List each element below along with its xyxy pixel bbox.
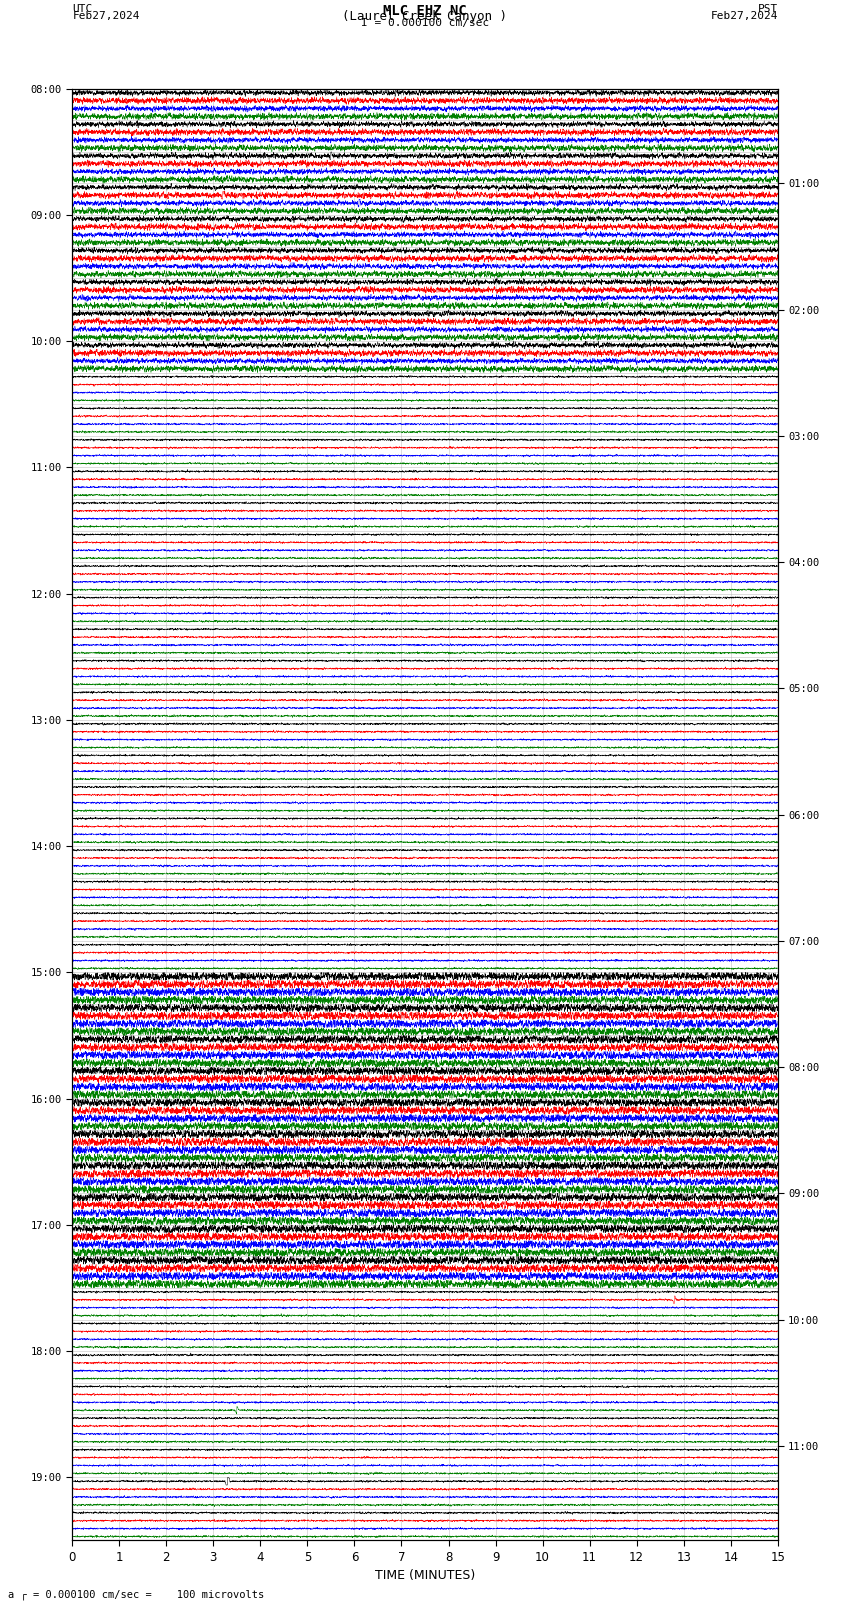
Text: (Laurel Creek Canyon ): (Laurel Creek Canyon ): [343, 11, 507, 24]
Text: MLC EHZ NC: MLC EHZ NC: [383, 5, 467, 18]
Text: a ┌ = 0.000100 cm/sec =    100 microvolts: a ┌ = 0.000100 cm/sec = 100 microvolts: [8, 1589, 264, 1600]
Text: Feb27,2024: Feb27,2024: [72, 11, 139, 21]
Text: I = 0.000100 cm/sec: I = 0.000100 cm/sec: [361, 18, 489, 27]
Text: PST: PST: [757, 5, 778, 15]
Text: Feb27,2024: Feb27,2024: [711, 11, 778, 21]
X-axis label: TIME (MINUTES): TIME (MINUTES): [375, 1569, 475, 1582]
Text: UTC: UTC: [72, 5, 93, 15]
